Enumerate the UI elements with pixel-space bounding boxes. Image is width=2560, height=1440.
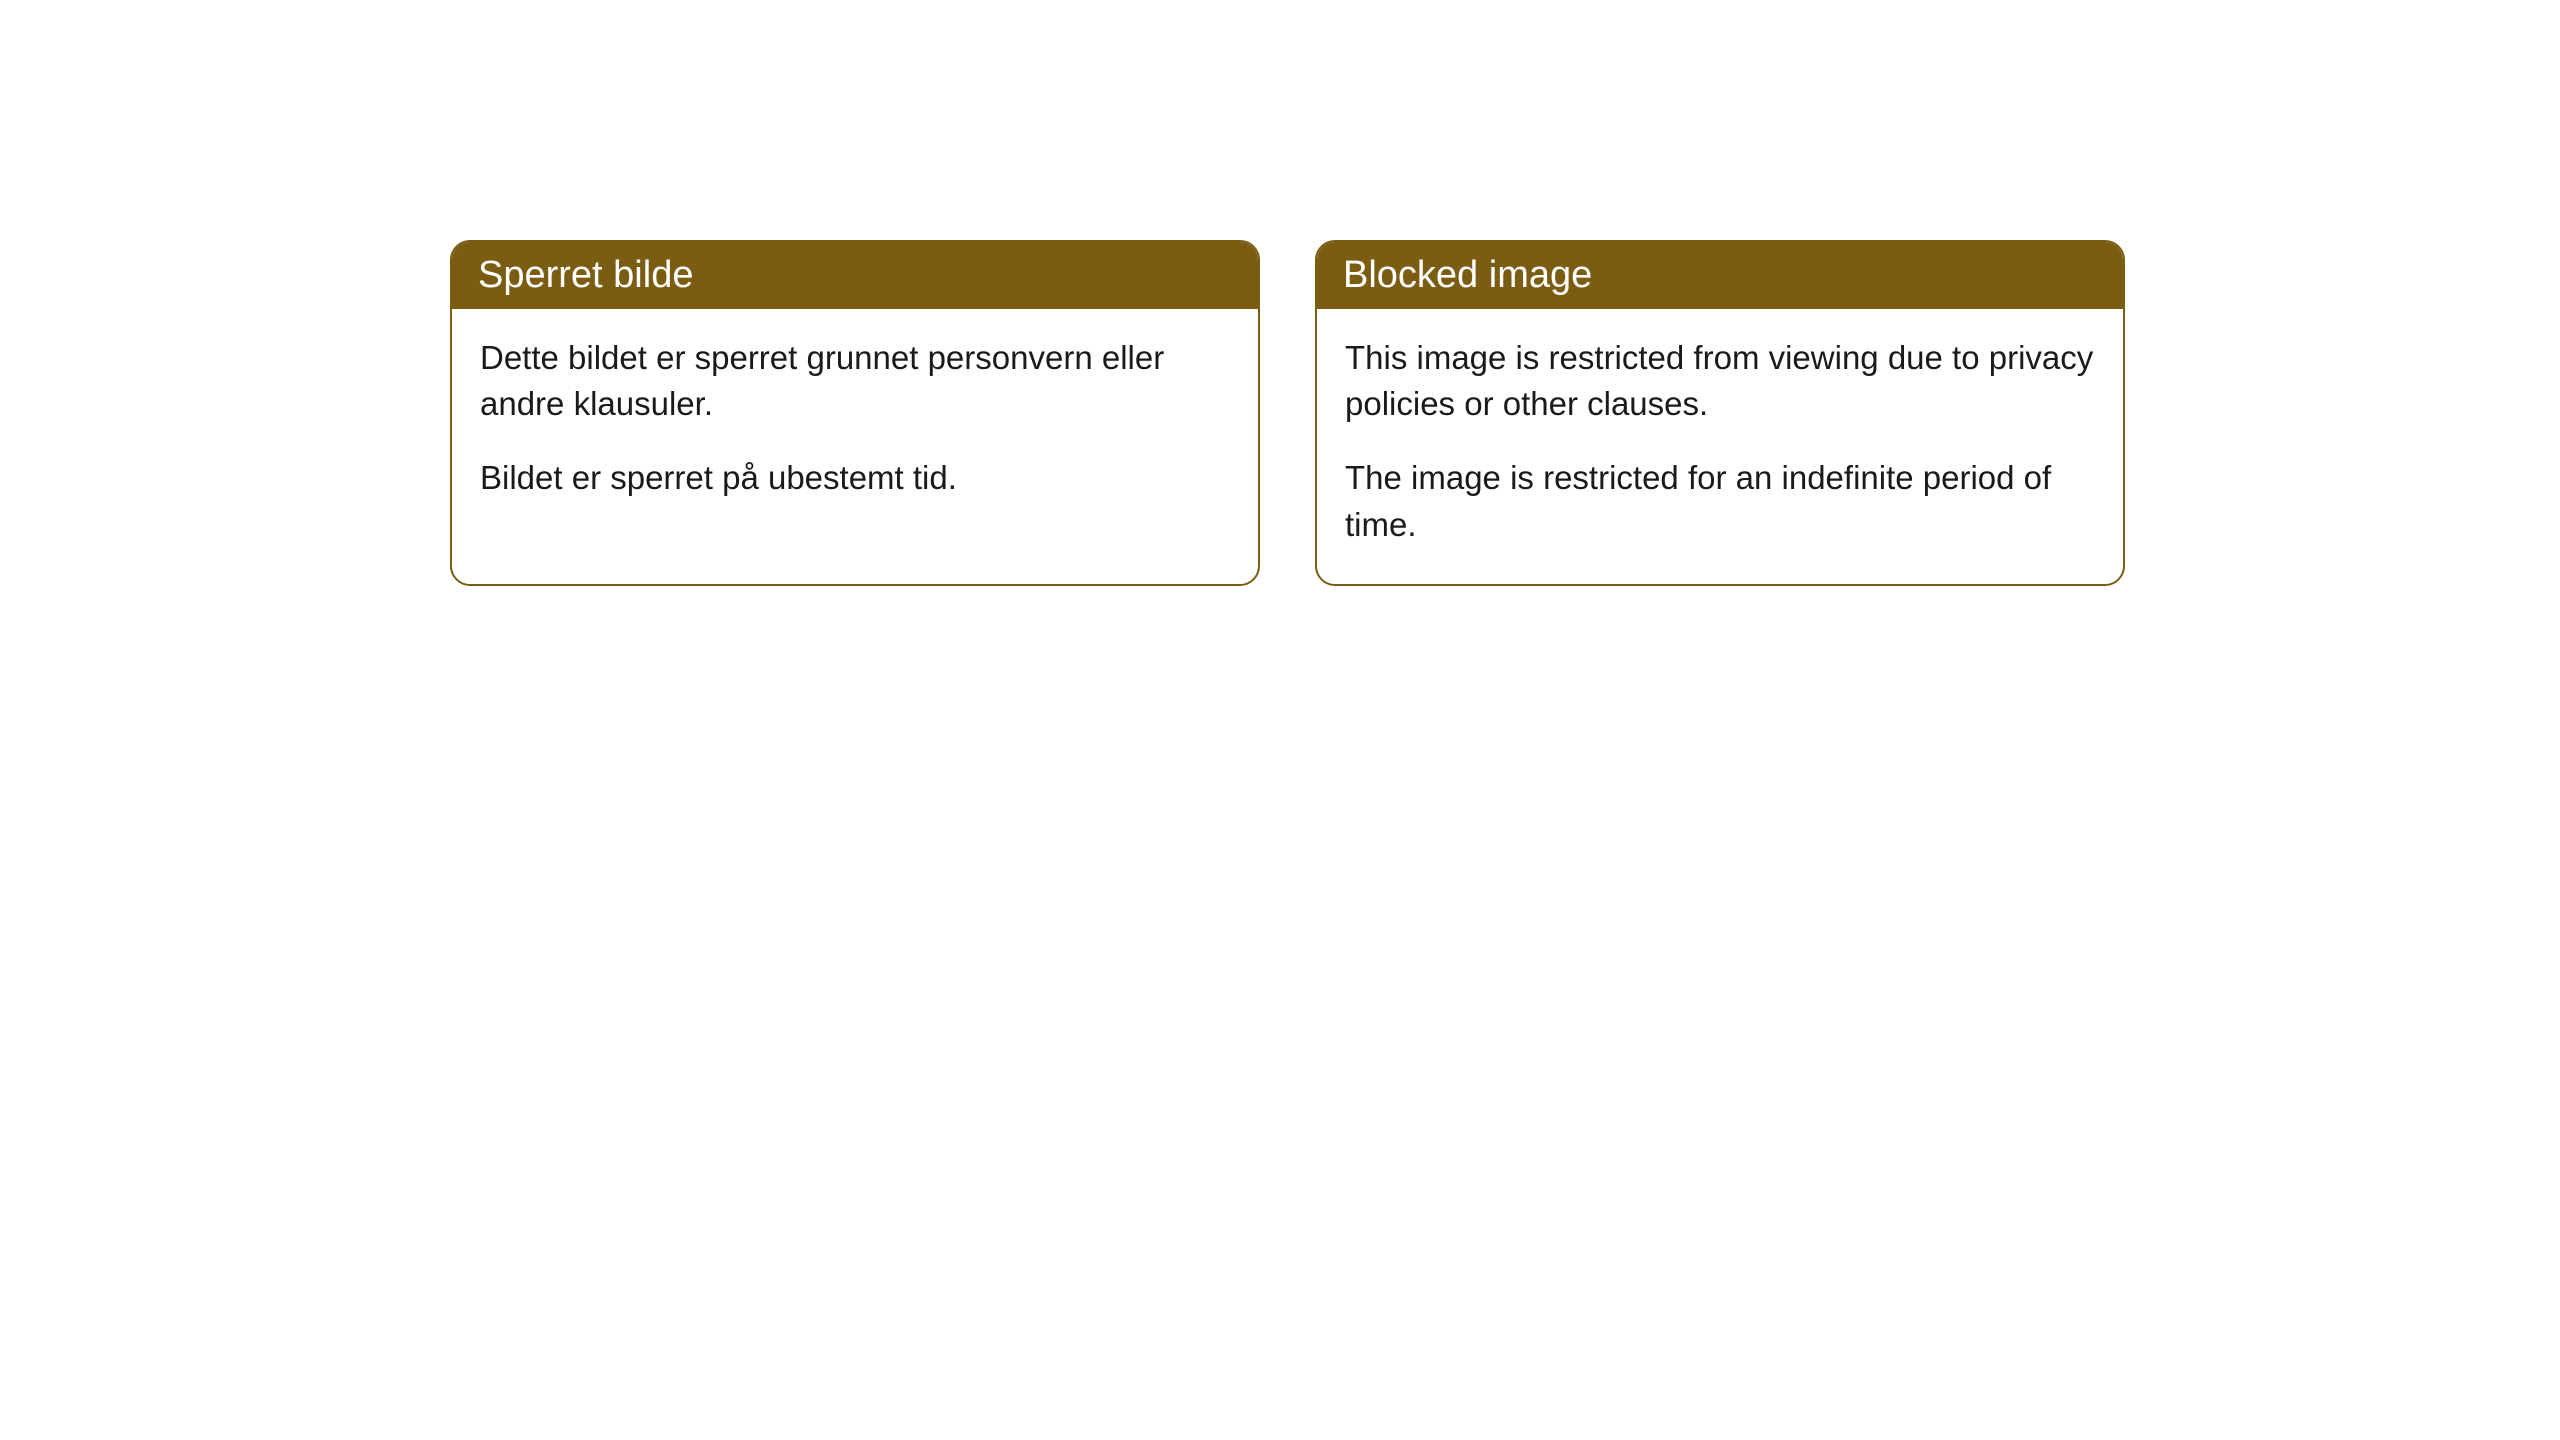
notice-text-english-2: The image is restricted for an indefinit… [1345,455,2095,547]
notice-cards-container: Sperret bilde Dette bildet er sperret gr… [450,240,2125,586]
blocked-image-card-english: Blocked image This image is restricted f… [1315,240,2125,586]
card-header-norwegian: Sperret bilde [452,242,1258,309]
card-header-english: Blocked image [1317,242,2123,309]
card-title-norwegian: Sperret bilde [478,254,693,296]
notice-text-norwegian-2: Bildet er sperret på ubestemt tid. [480,455,1230,501]
blocked-image-card-norwegian: Sperret bilde Dette bildet er sperret gr… [450,240,1260,586]
notice-text-english-1: This image is restricted from viewing du… [1345,335,2095,427]
card-title-english: Blocked image [1343,254,1592,296]
notice-text-norwegian-1: Dette bildet er sperret grunnet personve… [480,335,1230,427]
card-body-english: This image is restricted from viewing du… [1317,309,2123,584]
card-body-norwegian: Dette bildet er sperret grunnet personve… [452,309,1258,538]
